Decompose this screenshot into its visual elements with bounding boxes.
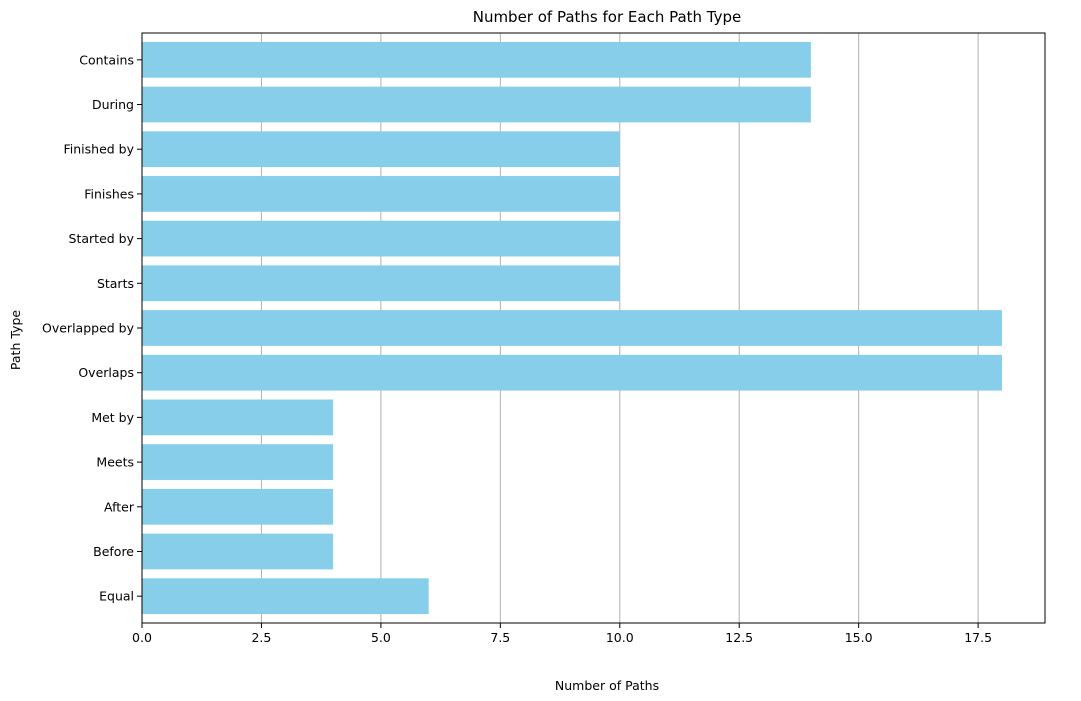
y-tick-label: After — [104, 499, 135, 514]
y-axis-title: Path Type — [8, 310, 23, 370]
y-tick-label: During — [92, 97, 134, 112]
y-tick-label: Finished by — [63, 142, 134, 157]
x-tick-label: 7.5 — [490, 630, 510, 645]
bar — [142, 578, 429, 615]
bar — [142, 354, 1002, 391]
x-tick-label: 15.0 — [845, 630, 873, 645]
y-tick-label: Finishes — [84, 186, 134, 201]
bar — [142, 176, 620, 212]
y-tick-label: Contains — [79, 52, 134, 67]
bar — [142, 399, 334, 436]
bar — [142, 533, 334, 570]
y-tick-label: Starts — [97, 276, 134, 291]
y-tick-label: Before — [93, 544, 134, 559]
bar — [142, 220, 620, 257]
y-tick-label: Equal — [99, 589, 134, 604]
bar — [142, 131, 620, 168]
bar — [142, 86, 811, 123]
y-tick-label: Started by — [69, 231, 135, 246]
y-tick-label: Overlapped by — [42, 321, 135, 336]
y-tick-label: Overlaps — [78, 365, 134, 380]
x-tick-label: 5.0 — [371, 630, 391, 645]
bar — [142, 310, 1002, 346]
y-tick-label: Met by — [91, 410, 134, 425]
bar — [142, 488, 334, 525]
x-tick-label: 10.0 — [606, 630, 634, 645]
axes: 0.0 2.5 5.0 7.5 10.0 12.5 15.0 17.5 Equal Before A… — [42, 32, 1046, 645]
bar — [142, 41, 811, 78]
bar — [142, 265, 620, 302]
x-tick-label: 12.5 — [725, 630, 753, 645]
x-tick-label: 0.0 — [132, 630, 152, 645]
bar — [142, 444, 334, 480]
x-tick-label: 17.5 — [964, 630, 992, 645]
chart-title: Number of Paths for Each Path Type — [473, 8, 742, 26]
x-axis-title: Number of Paths — [555, 678, 659, 693]
x-tick-label: 2.5 — [251, 630, 271, 645]
y-tick-label: Meets — [96, 455, 134, 470]
bars — [142, 41, 1002, 615]
